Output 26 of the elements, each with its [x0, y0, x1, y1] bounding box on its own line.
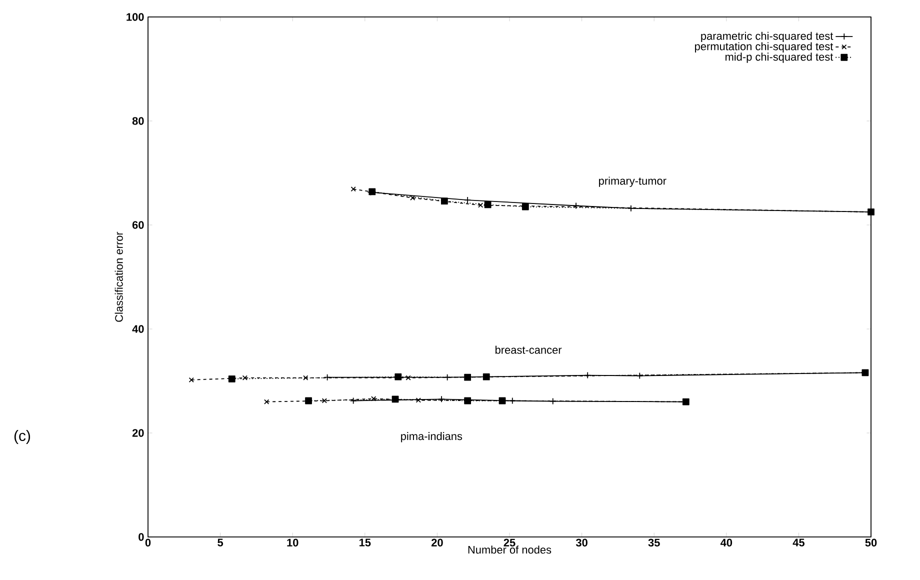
x-tick-label: 15 [360, 538, 371, 546]
x-tick-label: 25 [504, 538, 516, 547]
x-tick-label: 50 [865, 538, 877, 547]
y-tick-label: 40 [132, 325, 144, 333]
legend-label: permutation chi-squared test [695, 42, 834, 52]
y-tick-label: 20 [132, 429, 144, 437]
x-tick-label: 20 [431, 538, 443, 547]
text: (c) [14, 430, 30, 444]
y-tick-label: 100 [126, 13, 144, 21]
x-tick-label: 30 [576, 538, 588, 547]
y-tick-label: 60 [132, 221, 144, 229]
x-tick-label: 35 [648, 538, 660, 547]
legend-label: parametric chi-squared test [701, 32, 834, 42]
legend-label: mid-p chi-squared test [726, 52, 834, 63]
y-axis-title: Classification error [114, 232, 123, 322]
annotation: breast-cancer [496, 346, 562, 354]
x-tick-label: 10 [287, 538, 298, 547]
x-tick-label: 5 [218, 538, 224, 546]
x-tick-label: 40 [720, 538, 732, 547]
y-tick-label: 0 [138, 533, 144, 541]
annotation: pima-indians [401, 432, 462, 442]
annotation: primary-tumor [599, 176, 666, 187]
x-tick-label: 45 [792, 538, 804, 546]
x-tick-label: 0 [145, 538, 151, 547]
x-axis-title: Number of nodes [468, 546, 552, 554]
y-tick-label: 80 [132, 117, 144, 125]
